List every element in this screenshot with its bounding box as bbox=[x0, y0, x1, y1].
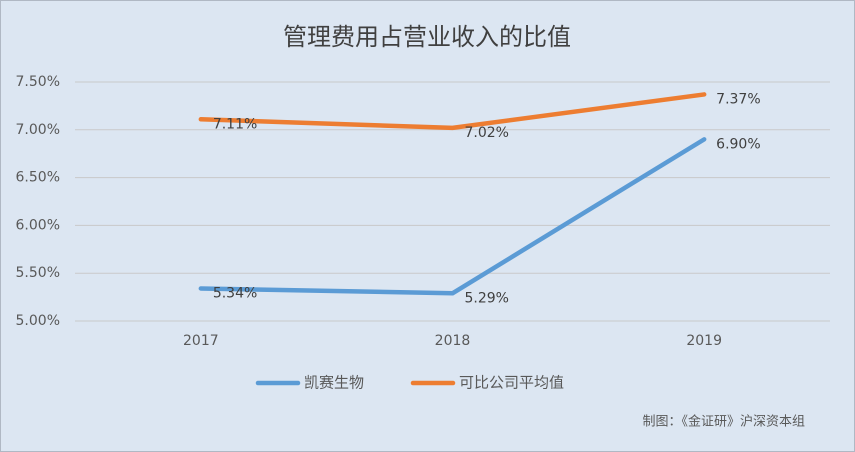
data-label: 7.11% bbox=[213, 116, 257, 132]
y-tick-label: 7.50% bbox=[16, 74, 60, 90]
source-note: 制图：《金证研》沪深资本组 bbox=[642, 414, 805, 430]
series-line bbox=[198, 92, 707, 131]
y-tick-label: 5.50% bbox=[16, 265, 60, 281]
data-label: 7.02% bbox=[465, 125, 509, 141]
y-tick-label: 5.00% bbox=[16, 313, 60, 329]
x-tick-label: 2019 bbox=[686, 333, 722, 349]
data-label: 5.29% bbox=[465, 290, 509, 306]
chart-title: 管理费用占营业收入的比值 bbox=[283, 23, 571, 51]
x-tick-label: 2017 bbox=[183, 333, 219, 349]
y-tick-label: 7.00% bbox=[16, 122, 60, 138]
data-label: 7.37% bbox=[716, 91, 760, 107]
y-tick-label: 6.00% bbox=[16, 217, 60, 233]
legend-label: 凯赛生物 bbox=[304, 374, 364, 392]
y-tick-label: 6.50% bbox=[16, 170, 60, 186]
data-label: 5.34% bbox=[213, 285, 257, 301]
series-line bbox=[198, 137, 707, 296]
legend-label: 可比公司平均值 bbox=[459, 374, 564, 392]
data-label: 6.90% bbox=[716, 136, 760, 152]
x-tick-label: 2018 bbox=[435, 333, 471, 349]
